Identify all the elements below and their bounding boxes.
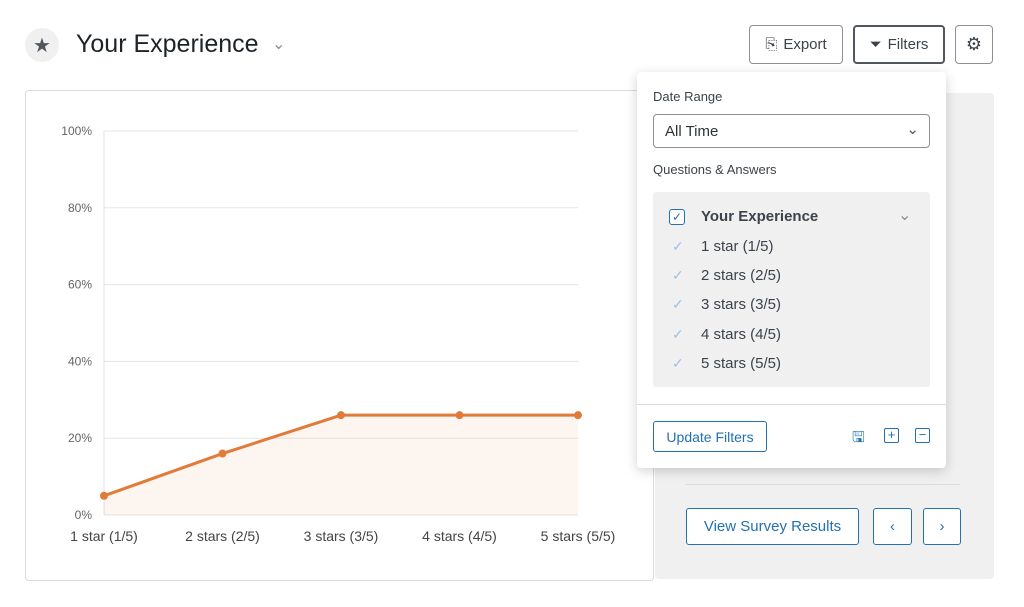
filters-button[interactable]: ⏷ Filters	[853, 25, 945, 64]
questions-label: Questions & Answers	[653, 162, 777, 177]
y-tick-label: 20%	[68, 431, 92, 445]
x-tick-label: 3 stars (3/5)	[304, 528, 379, 544]
chart: 0% 20% 40% 60% 80% 100% 1 star (1/5) 2 stars (2…	[61, 124, 616, 544]
filters-label: Filters	[887, 36, 929, 53]
add-icon[interactable]: +	[884, 428, 899, 443]
answer-check[interactable]: ✓	[672, 296, 684, 313]
answer-label: 5 stars (5/5)	[701, 354, 782, 372]
divider	[637, 404, 946, 405]
point	[100, 491, 108, 500]
y-tick-label: 0%	[75, 508, 93, 522]
export-label: Export	[783, 36, 827, 53]
save-icon[interactable]: 🖫	[852, 429, 865, 446]
answer-check[interactable]: ✓	[672, 238, 684, 254]
star-icon: ★	[25, 28, 59, 62]
y-tick-label: 60%	[68, 278, 92, 292]
divider	[686, 484, 960, 485]
answer-label: 2 stars (2/5)	[701, 267, 782, 285]
point	[337, 411, 345, 420]
y-tick-label: 100%	[61, 124, 92, 138]
chart-card	[25, 90, 654, 581]
answer-label: 1 star (1/5)	[701, 238, 774, 255]
settings-button[interactable]: ⚙	[955, 25, 993, 64]
y-tick-label: 80%	[68, 201, 92, 215]
page-title: Your Experience	[76, 30, 259, 58]
x-tick-label: 2 stars (2/5)	[185, 528, 260, 544]
x-tick-label: 4 stars (4/5)	[422, 528, 497, 544]
update-filters-button[interactable]: Update Filters	[653, 421, 767, 452]
answer-check[interactable]: ✓	[672, 325, 684, 342]
view-results-button[interactable]: View Survey Results	[686, 508, 859, 545]
question-checkbox[interactable]: ✓	[669, 209, 685, 225]
answer-check[interactable]: ✓	[672, 354, 684, 371]
line-area	[104, 415, 578, 515]
y-tick-label: 40%	[68, 354, 92, 368]
answer-label: 4 stars (4/5)	[701, 325, 782, 343]
date-range-value: All Time	[665, 123, 719, 140]
point	[574, 411, 582, 420]
next-button[interactable]: ›	[923, 508, 961, 545]
export-button[interactable]: ⎘ Export	[749, 25, 843, 64]
point	[218, 449, 227, 458]
date-range-label: Date Range	[653, 89, 723, 104]
x-tick-label: 1 star (1/5)	[70, 528, 138, 544]
answer-label: 3 stars (3/5)	[701, 296, 782, 314]
point	[455, 411, 464, 420]
title-chevron[interactable]: ⌄	[272, 36, 286, 53]
date-range-select[interactable]: All Time ⌄	[653, 114, 930, 148]
x-tick-label: 5 stars (5/5)	[541, 528, 616, 544]
prev-button[interactable]: ‹	[873, 508, 912, 545]
questions-box	[653, 192, 930, 387]
question-label: Your Experience	[701, 208, 819, 225]
question-chevron[interactable]: ⌄	[898, 207, 912, 224]
answer-check[interactable]: ✓	[672, 267, 684, 284]
remove-icon[interactable]: −	[915, 428, 930, 443]
